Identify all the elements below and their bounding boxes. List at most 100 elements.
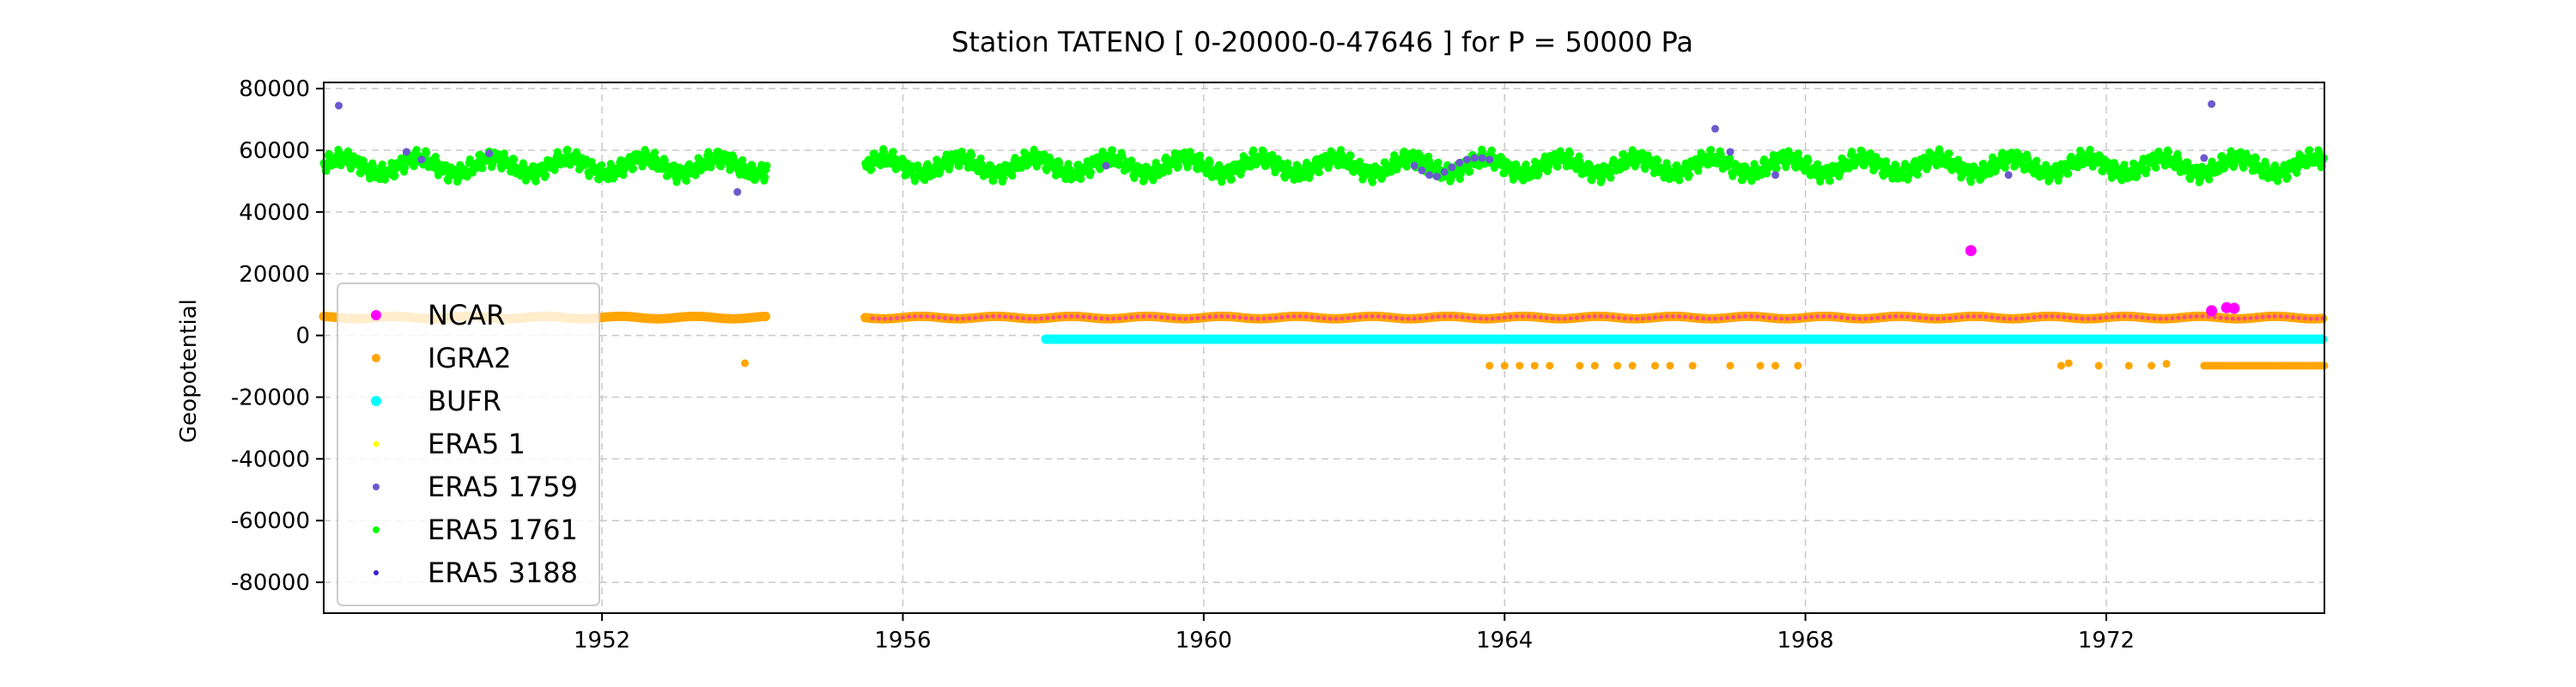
series-point-ncar [1725,315,1730,320]
series-point-ncar [2230,316,2235,321]
series-point-ncar [1460,314,1465,319]
series-point-igra2 [2064,359,2073,368]
series-point-ncar [1442,313,1447,319]
legend-marker [373,526,380,533]
series-point-ncar [888,316,893,321]
series-point-era5-1761 [1055,159,1064,167]
legend-label: IGRA2 [428,342,511,374]
series-point-era5-1761 [1293,161,1302,170]
series-point-ncar [1057,314,1062,319]
series-point-igra2 [1613,362,1622,370]
legend-marker [373,441,380,447]
series-point-ncar [1755,314,1760,319]
series-era5-1761-segment [861,144,2328,186]
series-point-era5-1761 [683,177,691,185]
series-point-ncar [1448,313,1453,319]
series-point-igra2 [1688,362,1697,370]
series-point-ncar [1996,315,2001,320]
series-point-ncar [2296,315,2301,320]
series-point-ncar [870,316,875,321]
series-point-ncar [1081,314,1086,319]
series-point-ncar [2248,315,2253,320]
series-point-ncar [943,315,948,320]
series-point-ncar [1051,315,1056,320]
series-point-ncar [2044,313,2049,319]
series-point-ncar [1664,314,1669,319]
series-point-era5-1761 [955,162,963,171]
series-point-ncar [1219,313,1224,319]
series-point-ncar [1454,314,1459,319]
series-point-era5-1761 [1892,161,1900,170]
series-point-era5-1761 [478,164,487,173]
series-point-ncar [906,314,911,319]
series-point-igra2 [2124,362,2133,370]
series-point-ncar [2176,315,2181,320]
series-point-ncar [1159,314,1164,319]
y-tick-label: 20000 [239,262,310,288]
x-tick-label: 1952 [574,628,630,654]
series-point-era5-1761 [444,176,453,185]
series-point-ncar [1550,316,1555,321]
series-point-era5-1761 [1804,156,1813,165]
series-point-ncar [1899,313,1905,319]
series-point-ncar [876,316,881,321]
series-point-ncar [1508,314,1513,319]
series-point-ncar [1682,314,1687,319]
series-point-era5-1761 [369,161,378,170]
series-point-era5-1761 [2152,163,2160,172]
series-point-ncar [955,316,960,321]
series-point-ncar [1364,314,1369,319]
series-point-ncar [1358,314,1363,319]
series-point-ncar [1809,314,1814,319]
series-point-era5-1761 [761,173,769,181]
series-point-ncar [2050,313,2055,319]
series-point-ncar [2134,314,2139,319]
series-point-era5-1759 [1418,166,1426,174]
series-point-ncar [2020,316,2025,321]
legend-label: NCAR [428,299,505,331]
series-point-era5-1761 [2142,165,2151,173]
series-point-era5-1761 [1434,158,1443,167]
series-point-era5-1761 [889,148,897,156]
series-point-ncar [2188,314,2193,319]
series-point-ncar [1785,316,1790,321]
series-point-ncar [1195,315,1200,320]
series-point-ncar [1466,315,1471,320]
y-tick-label: -40000 [231,447,310,472]
series-point-ncar [1291,313,1297,319]
series-point-era5-1761 [1534,170,1543,179]
series-point-era5-1761 [976,154,985,162]
series-point-igra2 [1666,362,1674,370]
series-point-ncar [1496,315,1501,320]
tick-layer: 1952 1956 1960 1964 1968 1972 80000 60000 40000 2… [231,76,2135,654]
series-point-era5-1761 [1716,150,1725,159]
series-point-igra2 [2162,360,2171,368]
series-point-era5-1759 [733,188,742,197]
series-point-ncar [1887,314,1893,319]
series-point-era5-1759 [335,101,343,110]
series-point-ncar [1803,315,1808,320]
series-point-ncar [2170,316,2175,321]
series-point-ncar [2152,316,2157,321]
series-point-ncar [1370,313,1375,319]
series-point-ncar [1833,314,1838,319]
series-point-era5-1761 [1096,165,1104,173]
series-point-era5-1759 [1425,171,1434,179]
legend-marker [373,483,380,490]
series-point-ncar [1376,314,1381,319]
y-tick-label: 40000 [239,200,310,226]
series-point-era5-1761 [1227,175,1236,184]
series-point-era5-1761 [1086,168,1095,177]
series-point-ncar [1779,316,1784,321]
series-point-era5-1761 [1913,171,1922,179]
series-point-era5-1761 [1607,173,1615,182]
series-point-ncar [1875,315,1880,320]
series-point-era5-1761 [2305,146,2313,155]
series-point-ncar [2080,316,2085,321]
series-point-era5-1761 [989,177,998,185]
series-point-ncar [2104,315,2109,320]
series-point-igra2 [1794,362,1802,370]
series-point-era5-1761 [1923,163,1932,172]
series-point-era5-1761 [1553,162,1562,171]
